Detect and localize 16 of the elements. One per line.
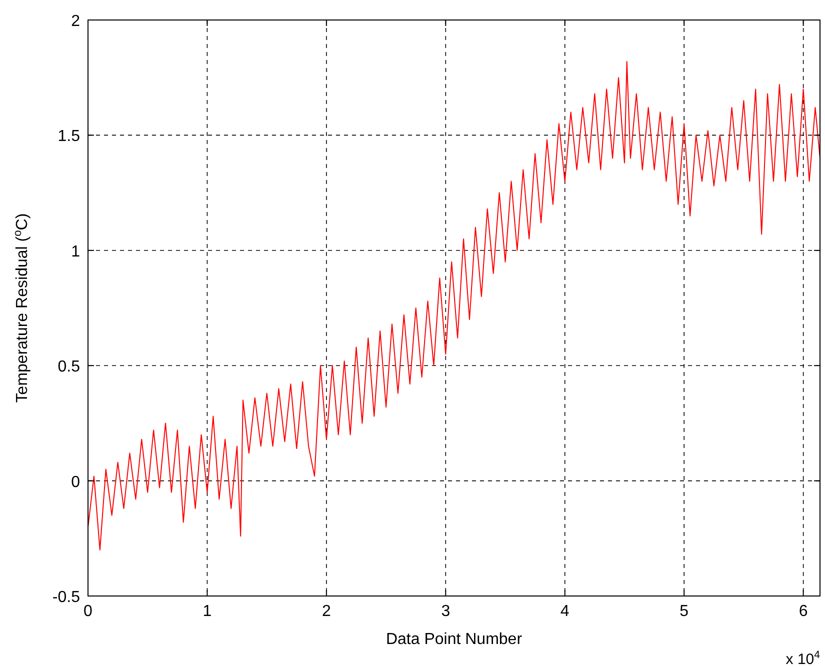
text: x 10$^{4}$ xyxy=(786,649,820,667)
y-tick-label: 0.5 xyxy=(58,358,80,376)
x-tick-label: 2 xyxy=(322,603,331,620)
y-tick-label: -0.5 xyxy=(52,589,80,606)
x-tick-label: 0 xyxy=(84,603,93,620)
y-tick-label: 1.5 xyxy=(58,128,80,146)
y-tick-label: 0 xyxy=(71,474,80,491)
x-tick-label: 4 xyxy=(560,603,570,620)
x-axis-title: Data Point Number xyxy=(386,631,523,648)
line-series xyxy=(88,60,820,550)
x-tick-label: 1 xyxy=(202,603,212,620)
x-tick-label: 6 xyxy=(798,603,808,620)
x-tick-label: 5 xyxy=(680,603,689,620)
x-tick-label: 3 xyxy=(441,603,450,620)
y-tick-label: 2 xyxy=(71,13,80,30)
y-tick-label: 1 xyxy=(71,243,80,260)
